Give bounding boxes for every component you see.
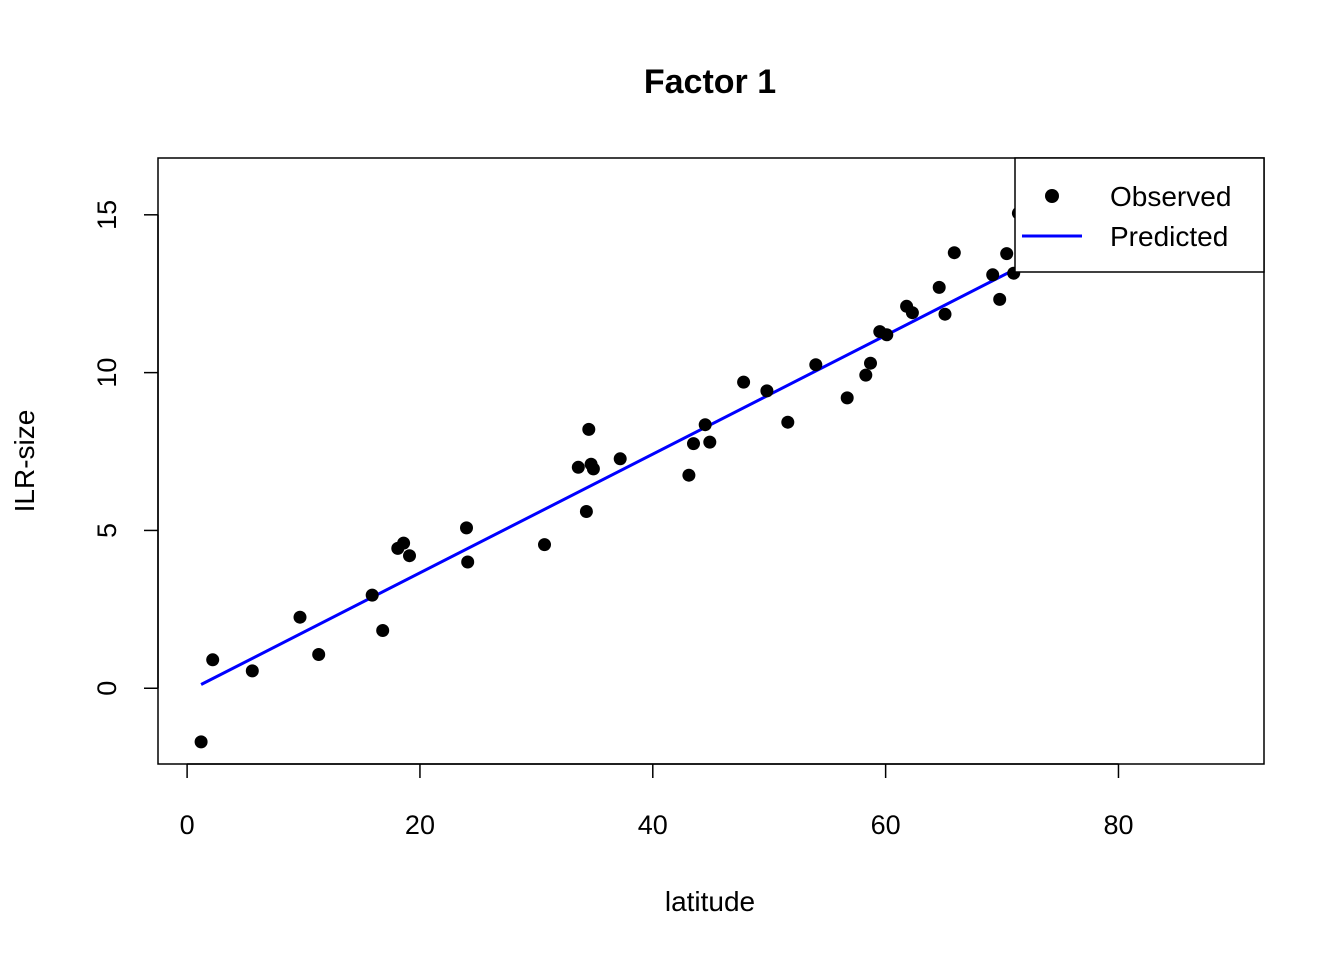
x-axis-title: latitude: [665, 886, 755, 917]
observed-point: [571, 460, 585, 474]
x-tick-label: 0: [180, 810, 195, 840]
x-tick-label: 60: [871, 810, 901, 840]
y-tick-label: 5: [92, 523, 122, 538]
observed-point: [376, 624, 390, 637]
chart-title: Factor 1: [644, 63, 776, 101]
observed-point: [687, 437, 700, 451]
observed-point: [1000, 247, 1014, 261]
y-axis: 0 5 10 15: [92, 200, 159, 696]
observed-point: [698, 418, 712, 432]
observed-point: [194, 735, 208, 749]
legend-box: [1014, 157, 1265, 273]
observed-point: [781, 415, 795, 429]
observed-point: [538, 538, 551, 552]
observed-point: [986, 268, 1000, 282]
legend: Observed Predicted: [1014, 157, 1265, 273]
observed-point: [312, 648, 326, 661]
observed-point: [206, 653, 220, 667]
observed-point: [579, 505, 593, 518]
y-axis-title: ILR-size: [9, 410, 40, 513]
x-tick-label: 40: [638, 810, 668, 840]
observed-point: [461, 555, 475, 569]
observed-point: [880, 328, 894, 342]
observed-point: [682, 468, 696, 482]
y-tick-label: 15: [92, 200, 122, 230]
observed-point: [859, 368, 873, 382]
x-axis: 0 20 40 60 80: [180, 763, 1133, 840]
observed-point: [403, 549, 416, 563]
y-tick-label: 0: [92, 681, 122, 696]
observed-point: [737, 375, 751, 389]
observed-point: [809, 358, 823, 372]
observed-point: [840, 391, 854, 405]
observed-point: [932, 280, 946, 294]
observed-point: [460, 521, 473, 535]
observed-point: [582, 422, 596, 436]
observed-point: [947, 246, 961, 260]
observed-point: [365, 588, 379, 602]
legend-observed-label: Observed: [1110, 181, 1231, 212]
x-tick-label: 20: [405, 810, 435, 840]
observed-point: [613, 452, 627, 466]
legend-predicted-label: Predicted: [1110, 221, 1228, 252]
observed-point: [905, 306, 919, 320]
y-tick-label: 10: [92, 358, 122, 388]
observed-point: [397, 536, 411, 550]
observed-point: [938, 307, 952, 321]
observed-point: [586, 462, 600, 476]
observed-point: [703, 435, 717, 449]
observed-point: [245, 664, 259, 678]
observed-point: [293, 610, 307, 624]
plot-marks: [194, 206, 1025, 749]
legend-observed-marker: [1045, 189, 1059, 203]
observed-point: [993, 292, 1007, 306]
observed-point: [864, 356, 877, 370]
predicted-line: [200, 263, 1024, 686]
x-tick-label: 80: [1103, 810, 1133, 840]
observed-point: [760, 384, 774, 398]
